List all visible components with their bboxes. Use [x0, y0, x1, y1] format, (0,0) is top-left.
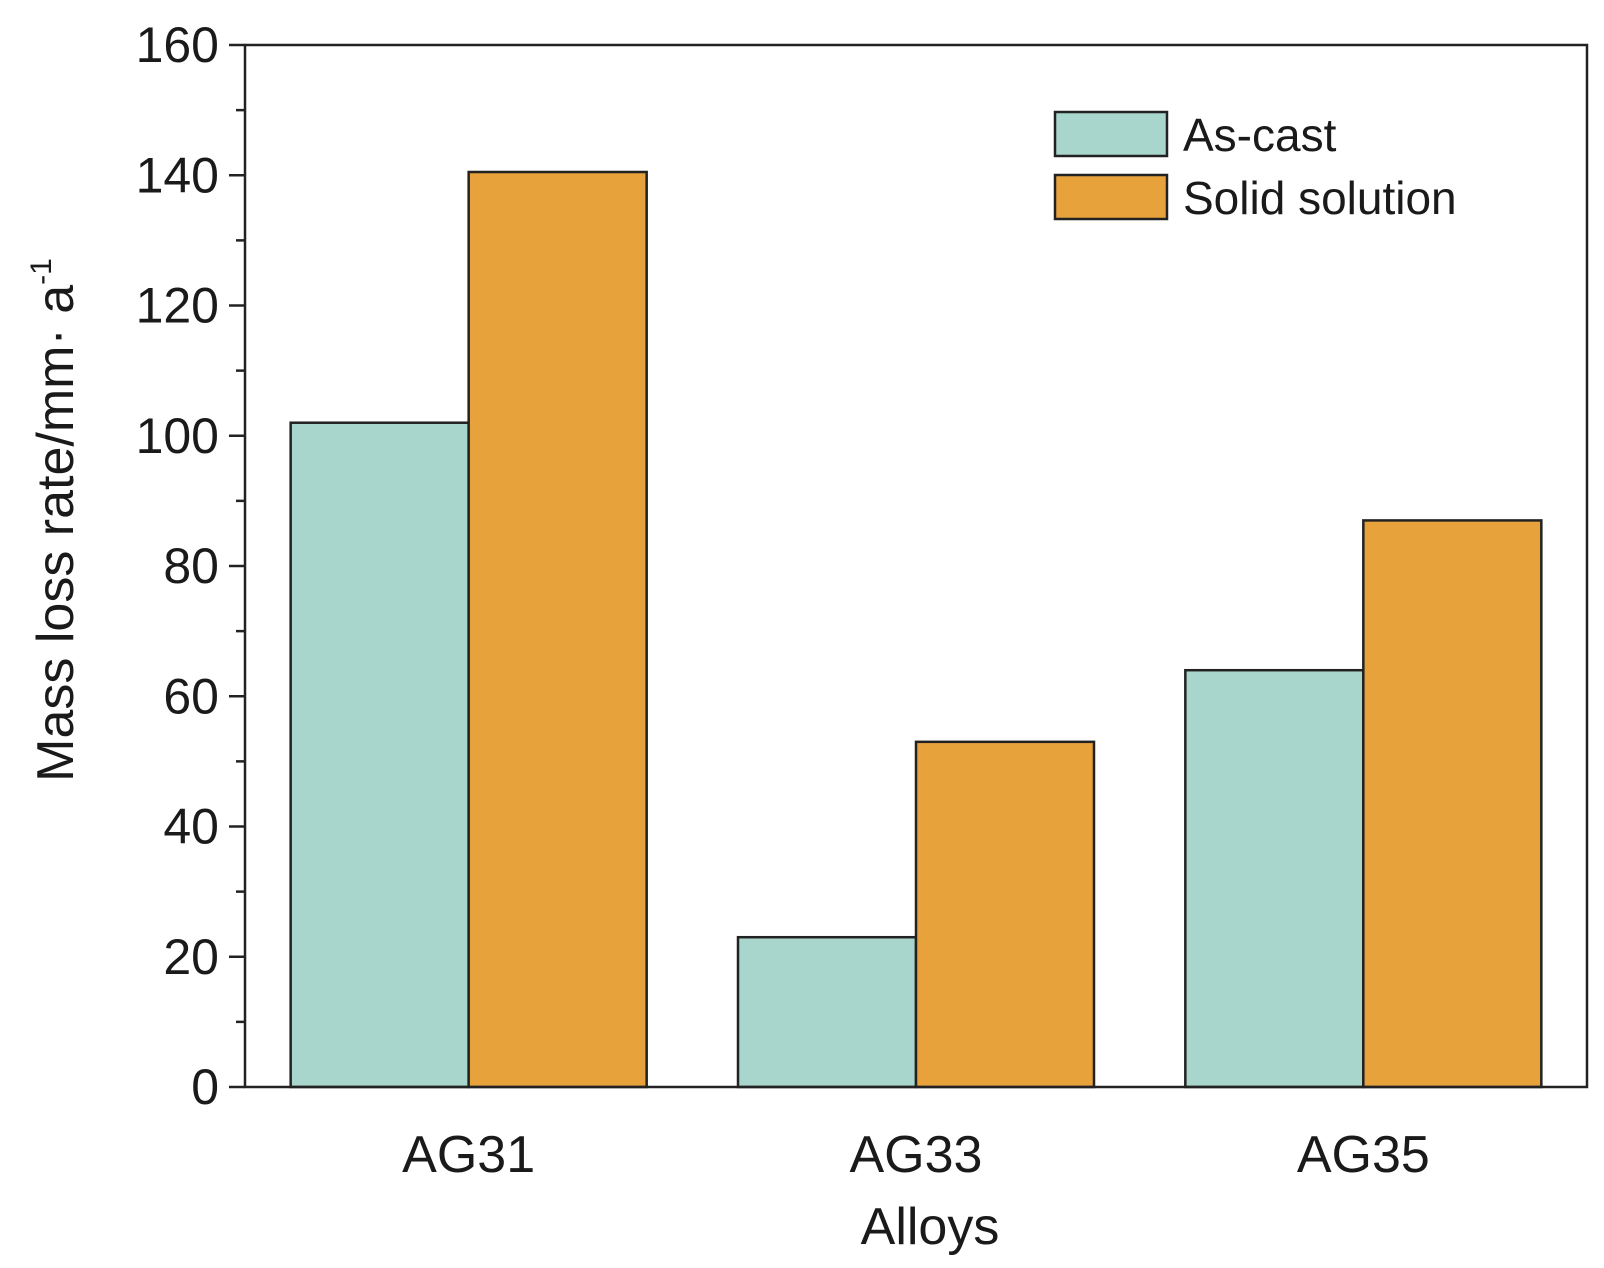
x-axis-category-labels: AG31 AG33 AG35 — [402, 1126, 1430, 1184]
y-axis-tick-labels: 0 20 40 60 80 100 120 140 160 — [136, 17, 219, 1115]
bar-solid-solution-ag33 — [914, 740, 1096, 1089]
y-axis-ticks — [229, 43, 245, 1089]
legend-swatch-as-cast — [1053, 110, 1169, 158]
bar-solid-solution-ag31 — [467, 170, 648, 1089]
y-tick-label-160: 160 — [136, 17, 219, 73]
x-axis-title: Alloys — [861, 1198, 1000, 1256]
y-axis-title-base: Mass loss rate/mm· a — [27, 285, 85, 782]
legend: As-cast Solid solution — [1053, 109, 1457, 224]
bar-as-cast-ag33 — [736, 935, 918, 1089]
x-category-label-ag33: AG33 — [850, 1126, 983, 1184]
y-tick-label-100: 100 — [136, 408, 219, 464]
y-tick-label-40: 40 — [163, 799, 219, 855]
y-tick-label-0: 0 — [191, 1059, 219, 1115]
x-category-label-ag31: AG31 — [402, 1126, 535, 1184]
bar-as-cast-ag31 — [289, 421, 470, 1089]
legend-label-solid-solution: Solid solution — [1183, 172, 1457, 224]
x-category-label-ag35: AG35 — [1297, 1126, 1430, 1184]
y-axis-title-superscript: -1 — [25, 258, 58, 285]
legend-swatch-solid-solution — [1053, 173, 1169, 221]
y-axis-title: Mass loss rate/mm· a-1 — [25, 258, 85, 782]
legend-label-as-cast: As-cast — [1183, 109, 1337, 161]
y-tick-label-120: 120 — [136, 278, 219, 334]
y-tick-label-60: 60 — [163, 668, 219, 724]
bar-solid-solution-ag35 — [1362, 519, 1543, 1089]
y-tick-label-20: 20 — [163, 929, 219, 985]
bars-layer — [289, 170, 1543, 1089]
y-tick-label-80: 80 — [163, 538, 219, 594]
y-tick-label-140: 140 — [136, 147, 219, 203]
bar-as-cast-ag35 — [1184, 668, 1365, 1089]
